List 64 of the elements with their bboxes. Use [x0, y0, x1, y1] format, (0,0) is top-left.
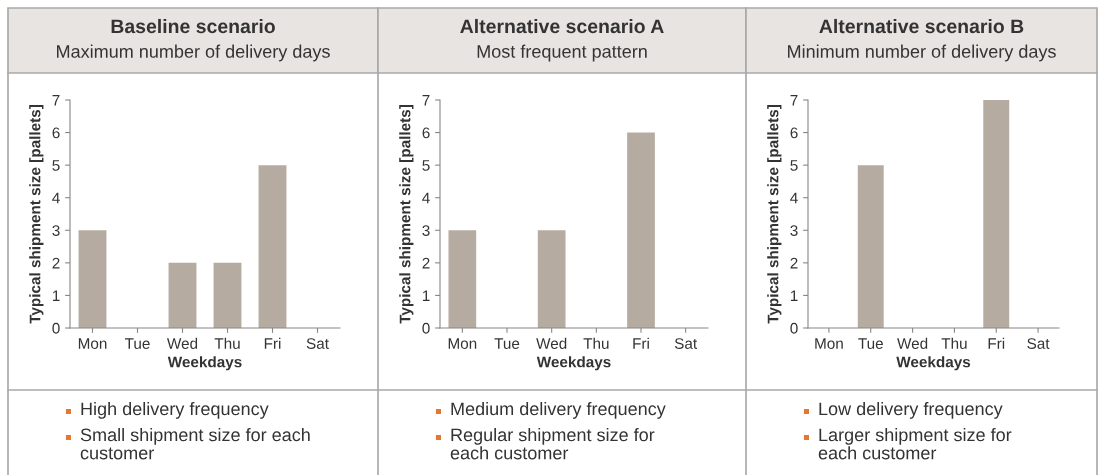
- text: Medium delivery frequency: [451, 402, 666, 419]
- text: Low delivery frequency: [819, 402, 1003, 419]
- x-tick-label: Mon: [815, 338, 843, 349]
- y-tick-label: 7: [52, 95, 60, 106]
- x-tick-label: Wed: [897, 337, 928, 349]
- y-tick-label: 0: [52, 322, 60, 334]
- x-axis-title: Weekdays: [536, 356, 611, 371]
- x-tick-label: Tue: [858, 338, 883, 349]
- x-tick-label: Tue: [124, 338, 150, 349]
- bar: [78, 230, 107, 328]
- x-axis-title: Weekdays: [167, 356, 242, 371]
- x-tick-label: Fri: [988, 337, 1005, 349]
- y-tick-label: 3: [422, 225, 430, 236]
- y-tick-label: 2: [422, 257, 430, 269]
- y-axis-title: Typical shipment size [pallets]: [29, 105, 44, 324]
- x-tick-label: Tue: [494, 338, 520, 349]
- chart-title: Alternative scenario A: [460, 18, 664, 34]
- x-tick-label: Mon: [448, 338, 477, 349]
- x-tick-label: Mon: [78, 338, 107, 349]
- text: Larger shipment size for each customer: [818, 428, 1012, 460]
- y-tick-label: 2: [790, 257, 798, 269]
- x-tick-label: Fri: [264, 337, 281, 349]
- x-tick-label: Wed: [536, 337, 567, 349]
- y-tick-label: 0: [422, 322, 430, 334]
- y-tick-label: 5: [52, 160, 60, 171]
- x-tick-label: Sat: [674, 338, 698, 349]
- y-tick-label: 1: [52, 290, 60, 301]
- y-tick-label: 4: [422, 192, 430, 204]
- y-tick-label: 5: [790, 160, 798, 171]
- y-tick-label: 7: [422, 95, 430, 106]
- y-tick-label: 1: [790, 290, 798, 301]
- chart-subtitle: Minimum number of delivery days: [788, 44, 1056, 62]
- y-tick-label: 4: [52, 192, 60, 204]
- text: Regular shipment size for each customer: [450, 428, 655, 460]
- chart-subtitle: Maximum number of delivery days: [57, 44, 330, 62]
- x-tick-label: Wed: [166, 337, 198, 349]
- x-tick-label: Sat: [1027, 338, 1050, 349]
- x-tick-label: Fri: [633, 337, 649, 349]
- y-axis-title: Typical shipment size [pallets]: [767, 105, 782, 324]
- y-tick-label: 5: [422, 160, 430, 171]
- x-tick-label: Thu: [583, 337, 609, 349]
- y-tick-label: 4: [790, 192, 798, 204]
- y-tick-label: 2: [52, 257, 60, 269]
- y-axis-title: Typical shipment size [pallets]: [399, 105, 414, 324]
- bar: [168, 262, 197, 328]
- x-tick-label: Thu: [214, 337, 240, 349]
- x-tick-label: Thu: [941, 337, 967, 349]
- y-tick-label: 3: [790, 225, 798, 236]
- y-tick-label: 3: [52, 225, 60, 236]
- text: High delivery frequency: [81, 402, 269, 419]
- y-tick-label: 0: [790, 322, 798, 334]
- chart-title: Alternative scenario B: [819, 18, 1024, 34]
- y-tick-label: 7: [790, 95, 798, 106]
- y-tick-label: 6: [52, 127, 60, 139]
- y-tick-label: 6: [422, 127, 430, 139]
- chart-title: Baseline scenario: [111, 18, 275, 34]
- bar: [258, 165, 287, 328]
- x-tick-label: Sat: [306, 338, 329, 349]
- y-tick-label: 1: [422, 290, 430, 301]
- bar: [213, 262, 242, 328]
- y-tick-label: 6: [790, 127, 798, 139]
- x-axis-title: Weekdays: [896, 356, 971, 371]
- chart-subtitle: Most frequent pattern: [477, 44, 647, 62]
- text: Small shipment size for each customer: [80, 428, 310, 460]
